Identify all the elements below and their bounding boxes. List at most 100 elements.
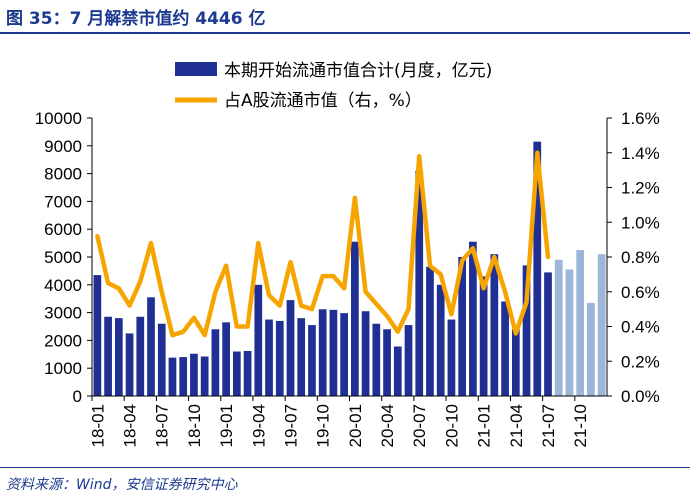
line-point xyxy=(170,333,175,337)
line-point xyxy=(192,316,196,320)
y-right-tick-label: 0.8% xyxy=(621,248,660,267)
source-divider xyxy=(0,467,690,468)
line-point xyxy=(428,264,432,268)
bar xyxy=(265,319,273,396)
x-tick-label: 19-10 xyxy=(314,404,333,447)
line-point xyxy=(224,264,228,268)
line-point xyxy=(353,196,357,200)
y-right-tick-label: 1.6% xyxy=(621,109,660,128)
bar xyxy=(211,329,220,396)
bar xyxy=(511,329,520,396)
bar xyxy=(351,241,359,396)
bar xyxy=(576,250,585,396)
y-right-tick-label: 1.4% xyxy=(621,144,660,163)
y-left-tick-label: 8000 xyxy=(44,165,82,184)
bar xyxy=(275,320,284,396)
bar xyxy=(415,170,424,396)
bar xyxy=(597,254,606,396)
bar xyxy=(329,309,338,396)
bar xyxy=(297,318,306,396)
line-point xyxy=(310,307,314,311)
bar xyxy=(93,275,102,396)
line-point xyxy=(288,260,293,264)
bar xyxy=(383,329,391,396)
x-tick-label: 19-07 xyxy=(281,404,300,447)
legend-bar-label: 本期开始流通市值合计(月度，亿元) xyxy=(224,61,492,81)
bar xyxy=(426,266,434,396)
line-point xyxy=(406,307,411,311)
line-point xyxy=(492,255,496,259)
line-point xyxy=(460,258,464,263)
bar xyxy=(458,257,467,396)
line-point xyxy=(514,331,518,336)
bar xyxy=(200,356,209,396)
y-right-tick-label: 0.4% xyxy=(621,318,660,337)
line-point xyxy=(213,290,217,294)
bar xyxy=(168,357,177,396)
x-tick-label: 20-10 xyxy=(442,404,461,447)
bar xyxy=(501,301,509,396)
line-point xyxy=(235,324,239,329)
line-point xyxy=(546,255,550,259)
bar xyxy=(179,357,188,396)
bar xyxy=(222,322,230,396)
line-point xyxy=(106,281,110,285)
bar xyxy=(190,353,198,396)
bar xyxy=(393,346,402,396)
line-point xyxy=(245,324,250,329)
figure-title: 图 35：7 月解禁市值约 4446 亿 xyxy=(6,9,266,29)
bar xyxy=(404,325,413,396)
x-tick-label: 21-07 xyxy=(539,404,558,447)
line-point xyxy=(471,246,475,250)
line-point xyxy=(256,241,260,245)
line-point xyxy=(363,290,368,294)
line-point xyxy=(482,286,486,290)
line-point xyxy=(535,151,539,155)
line-point xyxy=(417,154,421,158)
y-right-tick-label: 0.6% xyxy=(621,283,660,302)
y-left-tick-label: 4000 xyxy=(44,276,82,295)
line-point xyxy=(385,314,389,318)
y-right-tick-label: 0.2% xyxy=(621,352,660,371)
line-point xyxy=(267,293,271,297)
y-left-tick-label: 5000 xyxy=(44,248,82,267)
x-tick-label: 21-04 xyxy=(507,404,526,447)
bar xyxy=(114,318,123,396)
bar xyxy=(490,254,499,396)
bar xyxy=(147,297,155,396)
line-point xyxy=(374,302,378,306)
y-right-tick-label: 1.2% xyxy=(621,179,660,198)
x-tick-label: 19-04 xyxy=(249,404,268,447)
plot-area: 0 1000 2000 3000 4000 5000 6000 7000 8000 9000 100… xyxy=(35,109,660,447)
x-tick-label: 18-04 xyxy=(121,404,140,447)
x-tick-label: 18-01 xyxy=(88,404,107,447)
line-point xyxy=(503,290,507,294)
legend-line-label: 占A股流通市值（右，%） xyxy=(224,91,422,111)
line-point xyxy=(449,312,454,316)
y-left-tick-label: 0 xyxy=(73,387,82,406)
bar xyxy=(447,319,456,396)
chart-legend: 本期开始流通市值合计(月度，亿元) 占A股流通市值（右，%） xyxy=(175,61,492,111)
chart-canvas: 本期开始流通市值合计(月度，亿元) 占A股流通市值（右，%） 0 1000 2000… xyxy=(35,61,660,447)
bar xyxy=(554,259,563,396)
bar xyxy=(479,276,488,396)
line-point xyxy=(181,330,185,334)
x-tick-label: 18-07 xyxy=(153,404,172,447)
bar xyxy=(318,309,327,396)
bar xyxy=(372,323,381,396)
line-point xyxy=(203,333,207,337)
line-point xyxy=(439,272,443,276)
y-right-tick-label: 0.0% xyxy=(621,387,660,406)
x-tick-label: 20-01 xyxy=(346,404,365,447)
x-tick-label: 20-04 xyxy=(378,404,397,447)
bar xyxy=(243,350,252,396)
source-note: 资料来源：Wind，安信证券研究中心 xyxy=(6,477,238,493)
line-point xyxy=(138,279,142,283)
line-point xyxy=(160,290,164,294)
bar xyxy=(533,141,542,396)
y-left-tick-label: 1000 xyxy=(44,359,82,378)
y-right-tick-label: 1.0% xyxy=(621,213,660,232)
bar xyxy=(340,313,348,396)
bar xyxy=(254,284,263,396)
bar xyxy=(361,311,370,396)
